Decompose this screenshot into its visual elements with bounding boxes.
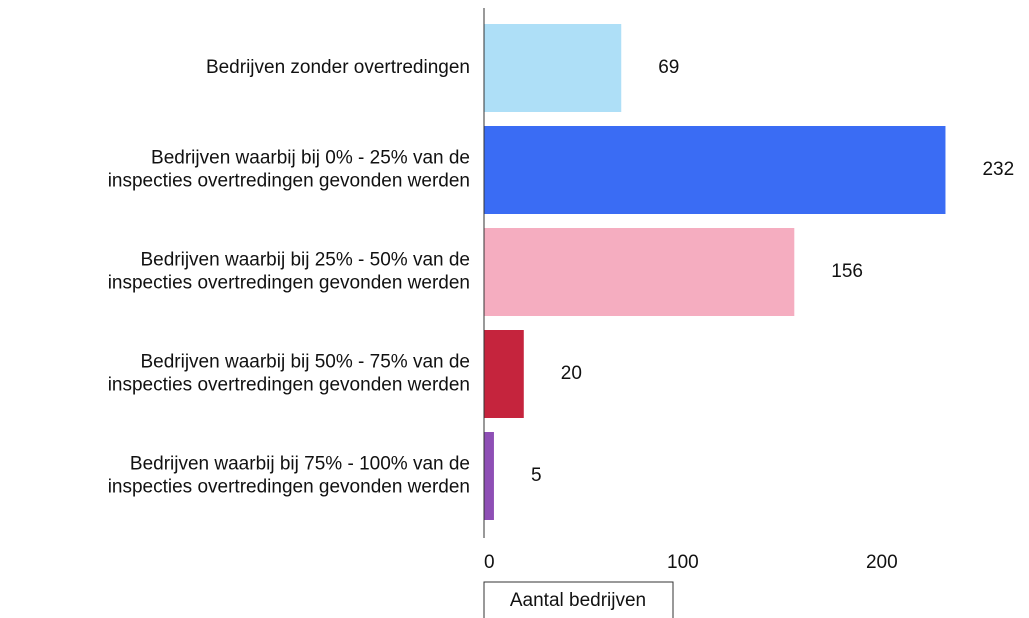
y-tick-label: Bedrijven waarbij bij 75% - 100% van de i… [108, 454, 470, 498]
bar [484, 330, 524, 418]
bar [484, 432, 494, 520]
y-tick-label: Bedrijven zonder overtredingen [206, 57, 470, 78]
value-label: 5 [531, 465, 542, 486]
x-tick-label: 100 [667, 552, 699, 573]
value-label: 20 [561, 363, 582, 384]
x-axis-title: Aantal bedrijven [510, 590, 646, 611]
y-tick-label: Bedrijven waarbij bij 50% - 75% van de in… [108, 352, 470, 396]
bar [484, 24, 622, 112]
y-tick-label: Bedrijven waarbij bij 25% - 50% van de in… [108, 250, 470, 294]
y-tick-label: Bedrijven waarbij bij 0% - 25% van de ins… [108, 148, 470, 192]
bar [484, 228, 795, 316]
value-label: 156 [831, 261, 863, 282]
x-axis-title-box [483, 581, 674, 618]
value-label: 69 [658, 57, 679, 78]
bar [484, 126, 946, 214]
value-label: 232 [982, 159, 1014, 180]
x-tick-label: 200 [866, 552, 898, 573]
x-tick-label: 0 [484, 552, 495, 573]
